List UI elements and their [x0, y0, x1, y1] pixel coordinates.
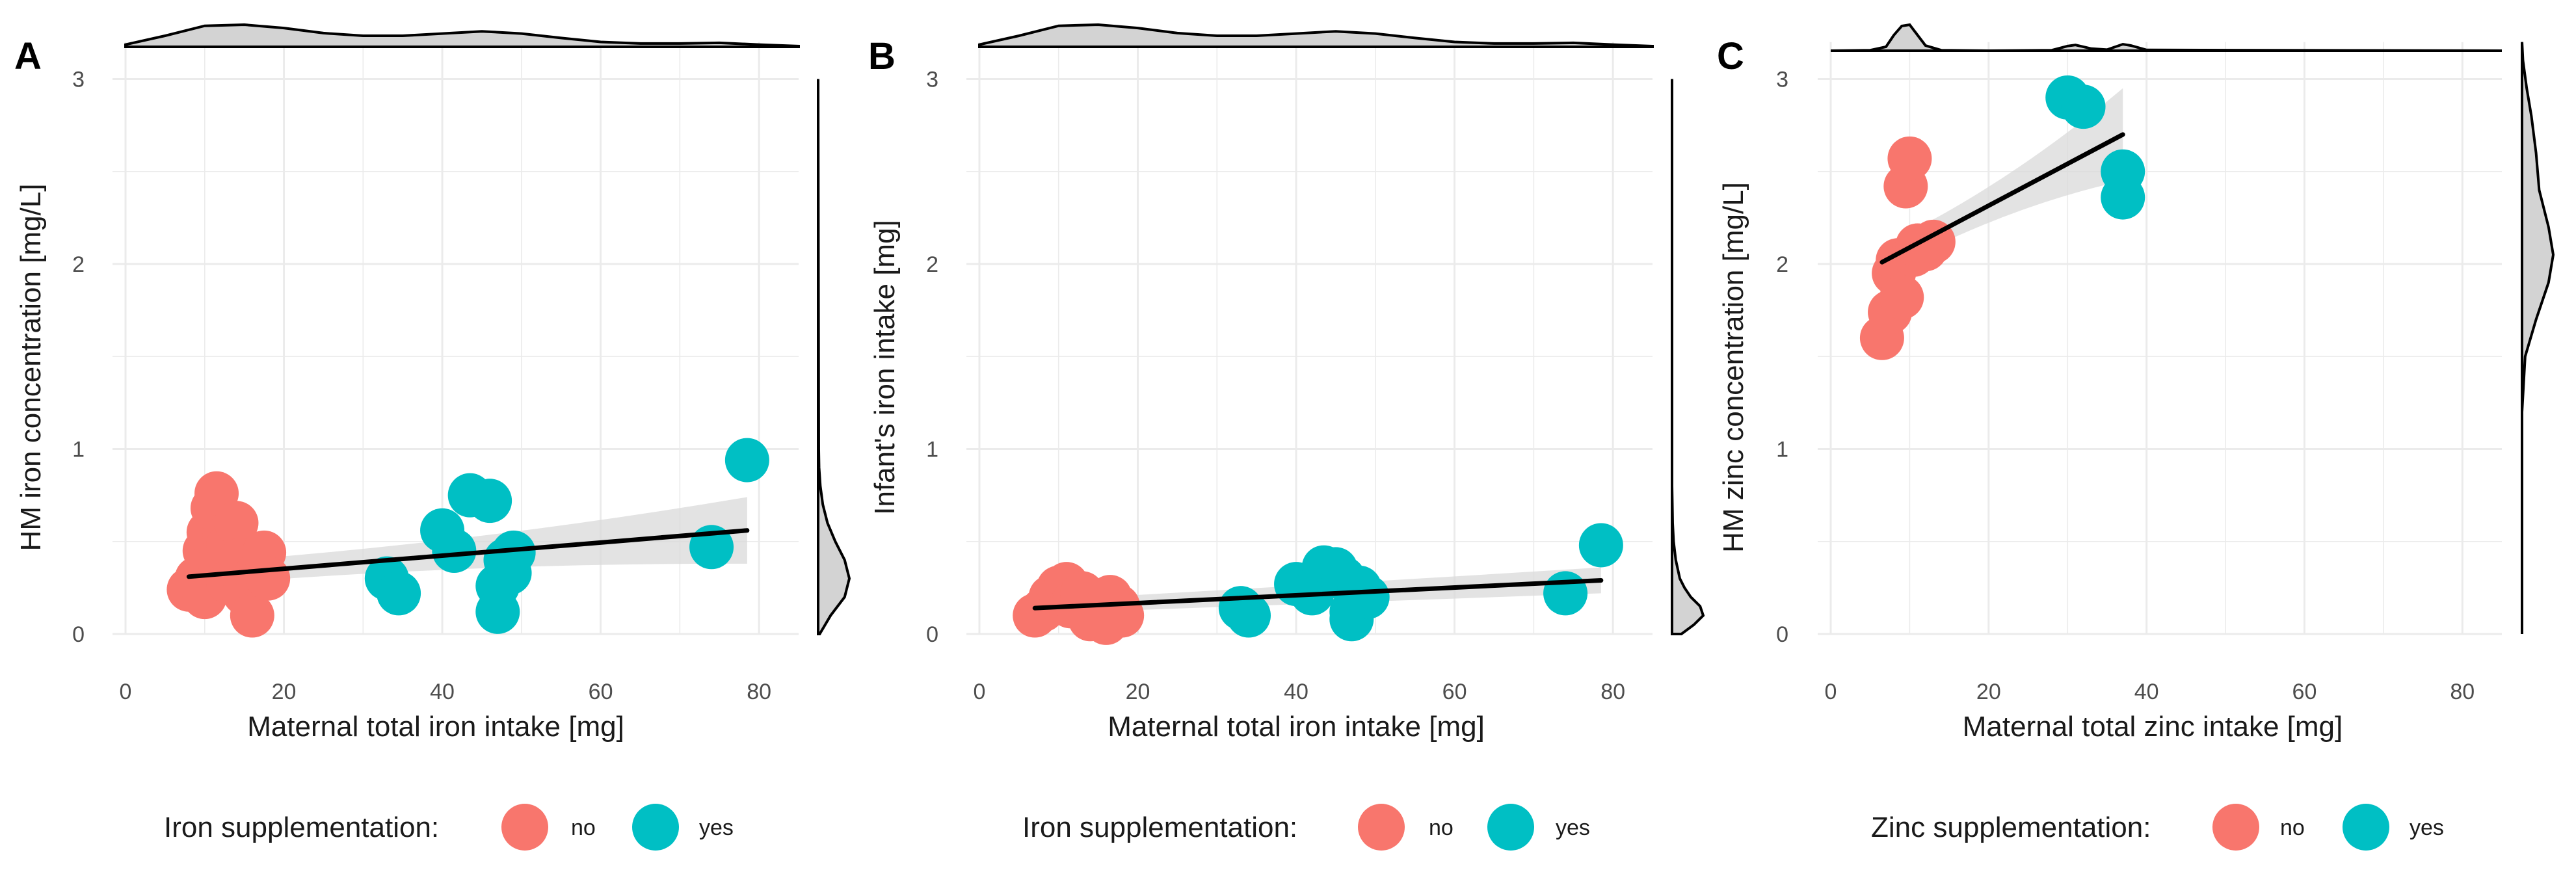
panel-a: A 0 1 2 3 0 20 40 60 80 Maternal total i…: [14, 23, 851, 851]
panel-b-trend-line: [1032, 577, 1604, 611]
panel-a-legend-label-no: no: [571, 815, 596, 840]
panel-b-x-tick: 0: [974, 680, 986, 704]
panel-a-point-yes: [724, 438, 769, 482]
panel-c-x-tick: 40: [2134, 680, 2159, 704]
panel-a-point-yes: [491, 530, 536, 575]
panel-c-legend: Zinc supplementation: no yes: [1871, 804, 2444, 851]
panel-c-x-tick: 60: [2292, 680, 2317, 704]
panel-a-x-density: [124, 23, 800, 48]
panel-c-y-tick: 1: [1776, 438, 1788, 462]
panel-a-point-yes: [475, 589, 520, 634]
panel-c-legend-key-yes: [2343, 804, 2389, 851]
panel-c-point-yes: [2061, 85, 2106, 129]
panel-b-point-yes: [1543, 571, 1588, 616]
panel-b-legend-label-no: no: [1429, 815, 1454, 840]
panel-b-letter: B: [868, 35, 896, 77]
panel-b-y-tick: 0: [926, 622, 938, 647]
panel-c-x-tick: 80: [2450, 680, 2475, 704]
panel-a-point-no: [214, 501, 259, 546]
panel-c-point-no: [1887, 136, 1932, 181]
panel-a-y-tick: 1: [72, 438, 85, 462]
panel-c-legend-title: Zinc supplementation:: [1871, 812, 2151, 843]
panel-a-x-tick: 60: [589, 680, 613, 704]
panel-c: C 0 1 2 3 0 20 40 60 80 Maternal total z…: [1717, 23, 2555, 851]
panel-b-point-no: [1100, 593, 1145, 638]
panel-c-y-density: [2521, 42, 2555, 634]
panel-a-point-no: [230, 593, 274, 638]
panel-b-y-tick: 3: [926, 68, 938, 92]
panel-b-legend: Iron supplementation: no yes: [1022, 804, 1590, 851]
panel-a-y-tick: 0: [72, 622, 85, 647]
panel-b-x-tick: 40: [1284, 680, 1308, 704]
panel-a-legend-key-yes: [632, 804, 679, 851]
panel-c-y-axis-title: HM zinc concentration [mg/L]: [1718, 182, 1749, 553]
panel-a-x-tick: 0: [120, 680, 132, 704]
panel-c-legend-label-no: no: [2280, 815, 2305, 840]
panel-b-x-density: [978, 23, 1654, 48]
panel-c-points: [1859, 75, 2145, 360]
panel-c-grid: [1818, 42, 2502, 635]
panel-c-x-axis-title: Maternal total zinc intake [mg]: [1963, 711, 2343, 743]
panel-a-legend-label-yes: yes: [699, 815, 734, 840]
panel-c-x-density: [1830, 23, 2503, 53]
panel-b-x-tick: 20: [1126, 680, 1150, 704]
panel-b-y-axis-title: Infant's iron intake [mg]: [869, 220, 901, 515]
panel-a-point-yes: [377, 571, 421, 616]
panel-b-y-tick: 2: [926, 252, 938, 277]
panel-b-point-yes: [1578, 523, 1623, 568]
panel-c-y-tick: 2: [1776, 252, 1788, 277]
panel-a-trend-line: [186, 528, 750, 579]
panel-a-legend-key-no: [501, 804, 548, 851]
panel-c-point-no: [1879, 275, 1924, 320]
panel-b-y-tick: 1: [926, 438, 938, 462]
panel-a-x-tick: 20: [272, 680, 297, 704]
panel-b-point-yes: [1227, 593, 1271, 638]
panel-a-y-density: [817, 79, 851, 635]
panel-a-point-no: [246, 556, 291, 601]
panel-c-x-tick: 0: [1825, 680, 1837, 704]
panel-a-x-axis-title: Maternal total iron intake [mg]: [247, 711, 624, 743]
panel-a-letter: A: [14, 35, 42, 77]
panel-b: B 0 1 2 3 0 20 40 60 80 Maternal total i…: [868, 23, 1705, 851]
panel-b-legend-key-no: [1358, 804, 1405, 851]
panel-c-x-tick: 20: [1976, 680, 2001, 704]
panel-c-legend-label-yes: yes: [2410, 815, 2444, 840]
panel-c-y-tick: 3: [1776, 68, 1788, 92]
panel-c-letter: C: [1717, 35, 1744, 77]
panel-a-x-tick: 80: [747, 680, 771, 704]
panel-b-legend-label-yes: yes: [1556, 815, 1590, 840]
panel-a-y-tick: 3: [72, 68, 85, 92]
panel-b-point-yes: [1345, 575, 1390, 620]
panel-c-y-tick: 0: [1776, 622, 1788, 647]
panel-a-y-tick: 2: [72, 252, 85, 277]
panel-a-legend: Iron supplementation: no yes: [164, 804, 734, 851]
panel-a-point-yes: [432, 528, 477, 573]
panel-a-x-tick: 40: [430, 680, 455, 704]
panel-b-x-axis-title: Maternal total iron intake [mg]: [1108, 711, 1485, 743]
panel-c-trend-line: [1879, 132, 2125, 265]
panel-c-legend-key-no: [2212, 804, 2259, 851]
panel-c-point-yes: [2101, 175, 2145, 220]
panel-b-legend-key-yes: [1487, 804, 1534, 851]
panel-b-y-density: [1671, 79, 1705, 635]
panel-b-grid: [966, 42, 1653, 635]
panel-a-legend-title: Iron supplementation:: [164, 812, 439, 843]
panel-b-x-tick: 60: [1442, 680, 1467, 704]
panel-b-legend-title: Iron supplementation:: [1022, 812, 1297, 843]
panel-a-y-axis-title: HM iron concentration [mg/L]: [15, 184, 47, 551]
panel-b-x-tick: 80: [1600, 680, 1625, 704]
panel-a-point-yes: [468, 479, 512, 523]
